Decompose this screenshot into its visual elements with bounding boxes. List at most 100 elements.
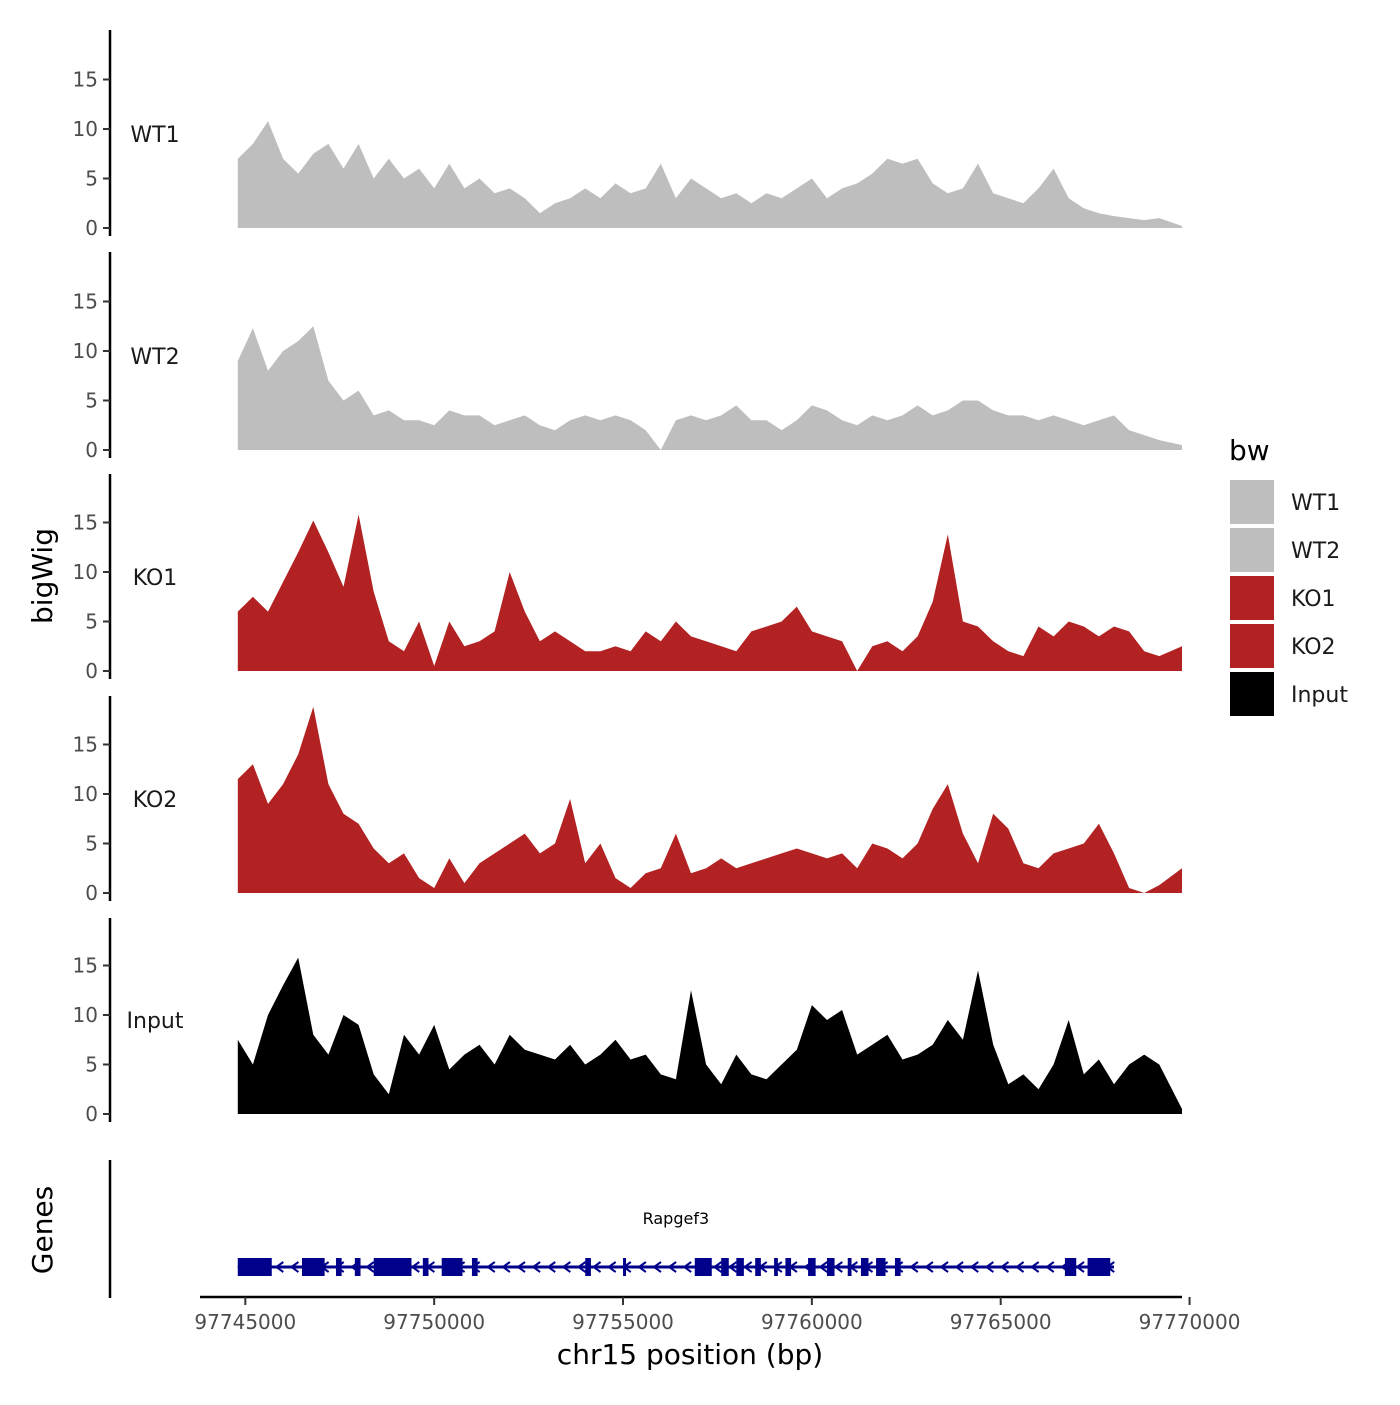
- y-tick-label: 0: [85, 659, 98, 683]
- strand-arrow: [637, 1261, 647, 1273]
- y-tick-label: 15: [73, 954, 98, 978]
- legend-swatch-input: [1230, 672, 1274, 716]
- track-label-wt1: WT1: [130, 123, 179, 148]
- gene-exon: [785, 1258, 792, 1276]
- x-tick-label: 97750000: [383, 1310, 485, 1334]
- y-tick-label: 5: [85, 1053, 98, 1077]
- legend-label-ko2: KO2: [1291, 635, 1336, 660]
- track-label-wt2: WT2: [130, 345, 179, 370]
- strand-arrow: [1075, 1261, 1085, 1273]
- y-tick-label: 5: [85, 167, 98, 191]
- strand-arrow: [1029, 1261, 1040, 1273]
- legend-title: bw: [1229, 434, 1270, 467]
- track-label-input: Input: [127, 1009, 184, 1034]
- y-tick-label: 10: [73, 339, 98, 363]
- strand-arrow: [984, 1261, 994, 1273]
- track-ko1: 0 5 10 15 KO1: [73, 474, 1183, 683]
- strand-arrow: [501, 1261, 511, 1273]
- strand-arrow: [289, 1261, 300, 1273]
- track-wt2: 0 5 10 15 WT2: [73, 252, 1183, 462]
- gene-exon: [585, 1258, 591, 1276]
- gene-exon: [847, 1258, 852, 1276]
- strand-arrow: [576, 1261, 587, 1273]
- gene-exon: [1087, 1258, 1111, 1276]
- gene-exon: [860, 1258, 869, 1276]
- strand-arrow: [546, 1261, 556, 1273]
- gene-exon: [237, 1258, 272, 1276]
- gene-exon: [471, 1258, 478, 1276]
- gene-exon: [441, 1258, 463, 1276]
- legend-swatch-ko2: [1230, 624, 1274, 668]
- legend-swatch-wt1: [1230, 480, 1274, 524]
- gene-name-label: Rapgef3: [643, 1209, 710, 1228]
- coverage-area-ko2: [237, 706, 1183, 893]
- gene-exon: [373, 1258, 412, 1276]
- gene-exon: [694, 1258, 712, 1276]
- genes-track-title: Genes: [26, 1186, 59, 1274]
- strand-arrow: [652, 1261, 662, 1273]
- gene-exon: [736, 1258, 744, 1276]
- track-panels: 0 5 10 15 WT1 0 5 10 15 WT2 0 5 10 15 KO1 0 5 10 15 KO2 0 5 10…: [73, 30, 1183, 1126]
- x-tick-label: 97755000: [572, 1310, 674, 1334]
- gene-exon: [335, 1258, 342, 1276]
- y-tick-label: 10: [73, 117, 98, 141]
- strand-arrow: [909, 1261, 919, 1273]
- legend-label-wt2: WT2: [1291, 539, 1340, 564]
- legend-label-wt1: WT1: [1291, 491, 1340, 516]
- gene-exon: [1064, 1258, 1077, 1276]
- legend-label-ko1: KO1: [1291, 587, 1336, 612]
- y-tick-label: 5: [85, 832, 98, 856]
- strand-arrow: [561, 1261, 571, 1273]
- track-label-ko1: KO1: [133, 566, 178, 591]
- gene-exon: [808, 1258, 816, 1276]
- x-tick-label: 97765000: [950, 1310, 1052, 1334]
- strand-arrow: [274, 1261, 284, 1273]
- strand-arrow: [999, 1261, 1010, 1273]
- gene-exon: [422, 1258, 429, 1276]
- y-tick-label: 0: [85, 1102, 98, 1126]
- y-tick-label: 15: [73, 733, 98, 757]
- gene-exon: [826, 1258, 835, 1276]
- strand-arrow: [727, 1261, 738, 1273]
- coverage-area-input: [237, 957, 1183, 1114]
- strand-arrow: [682, 1261, 692, 1273]
- y-tick-label: 15: [73, 68, 98, 92]
- track-wt1: 0 5 10 15 WT1: [73, 30, 1183, 240]
- strand-arrow: [833, 1261, 843, 1273]
- strand-arrow: [1045, 1261, 1055, 1273]
- legend-swatch-wt2: [1230, 528, 1274, 572]
- gene-exon: [774, 1258, 778, 1276]
- coverage-area-wt2: [237, 326, 1183, 450]
- x-tick-label: 97760000: [761, 1310, 863, 1334]
- coverage-area-wt1: [237, 121, 1183, 228]
- gene-exon: [755, 1258, 761, 1276]
- strand-arrow: [939, 1261, 949, 1273]
- gene-exon: [894, 1258, 901, 1276]
- strand-arrow: [591, 1261, 602, 1273]
- track-ko2: 0 5 10 15 KO2: [73, 696, 1183, 905]
- strand-arrow: [924, 1261, 934, 1273]
- y-tick-label: 0: [85, 881, 98, 905]
- strand-arrow: [410, 1261, 420, 1273]
- x-tick-label: 97745000: [194, 1310, 296, 1334]
- track-input: 0 5 10 15 Input: [73, 918, 1183, 1126]
- gene-exon: [354, 1258, 361, 1276]
- y-tick-label: 10: [73, 1003, 98, 1027]
- strand-arrow: [818, 1261, 828, 1273]
- strand-arrow: [954, 1261, 964, 1273]
- gene-exon: [623, 1258, 627, 1276]
- y-tick-label: 10: [73, 782, 98, 806]
- strand-arrow: [969, 1261, 979, 1273]
- legend-swatch-ko1: [1230, 576, 1274, 620]
- gene-exon: [721, 1258, 729, 1276]
- y-tick-label: 15: [73, 290, 98, 314]
- strand-arrow: [606, 1261, 617, 1273]
- gene-exon: [301, 1258, 325, 1276]
- y-tick-label: 0: [85, 438, 98, 462]
- strand-arrow: [667, 1261, 677, 1273]
- x-axis-title: chr15 position (bp): [557, 1338, 823, 1371]
- coverage-area-ko1: [237, 514, 1183, 671]
- strand-arrow: [742, 1261, 753, 1273]
